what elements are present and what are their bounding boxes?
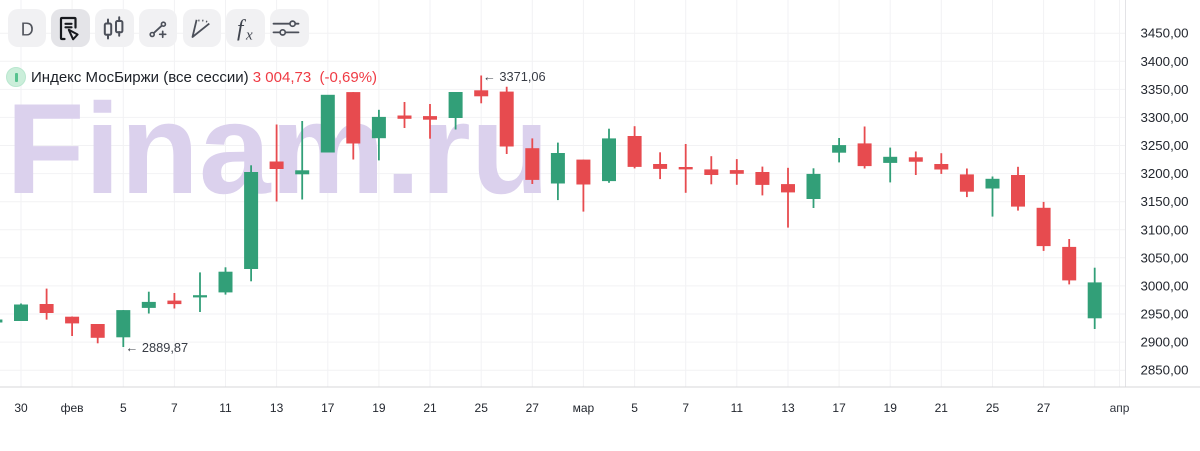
svg-text:3350,00: 3350,00 bbox=[1141, 82, 1189, 97]
svg-text:11: 11 bbox=[219, 401, 232, 415]
svg-text:7: 7 bbox=[682, 401, 689, 415]
svg-text:3300,00: 3300,00 bbox=[1141, 110, 1189, 125]
svg-text:11: 11 bbox=[731, 401, 744, 415]
svg-text:x: x bbox=[245, 27, 253, 43]
svg-text:2950,00: 2950,00 bbox=[1141, 307, 1189, 322]
svg-text:13: 13 bbox=[781, 401, 795, 415]
svg-text:27: 27 bbox=[526, 401, 540, 415]
svg-text:19: 19 bbox=[884, 401, 898, 415]
svg-text:25: 25 bbox=[475, 401, 489, 415]
svg-text:30: 30 bbox=[14, 401, 28, 415]
svg-text:мар: мар bbox=[573, 401, 595, 415]
svg-text:фев: фев bbox=[61, 401, 84, 415]
svg-text:2900,00: 2900,00 bbox=[1141, 335, 1189, 350]
svg-text:3200,00: 3200,00 bbox=[1141, 166, 1189, 181]
svg-text:13: 13 bbox=[270, 401, 284, 415]
svg-text:25: 25 bbox=[986, 401, 1000, 415]
svg-text:D: D bbox=[20, 19, 33, 39]
svg-text:5: 5 bbox=[120, 401, 127, 415]
svg-text:5: 5 bbox=[631, 401, 638, 415]
svg-text:3250,00: 3250,00 bbox=[1141, 138, 1189, 153]
svg-text:21: 21 bbox=[423, 401, 437, 415]
svg-text:2850,00: 2850,00 bbox=[1141, 363, 1189, 378]
svg-text:3000,00: 3000,00 bbox=[1141, 278, 1189, 293]
svg-text:19: 19 bbox=[372, 401, 386, 415]
svg-text:3050,00: 3050,00 bbox=[1141, 250, 1189, 265]
svg-text:27: 27 bbox=[1037, 401, 1051, 415]
svg-text:3450,00: 3450,00 bbox=[1141, 26, 1189, 41]
svg-text:17: 17 bbox=[832, 401, 846, 415]
svg-text:3100,00: 3100,00 bbox=[1141, 222, 1189, 237]
svg-text:3400,00: 3400,00 bbox=[1141, 54, 1189, 69]
svg-text:апр: апр bbox=[1110, 401, 1130, 415]
svg-text:f: f bbox=[237, 15, 247, 40]
svg-text:3150,00: 3150,00 bbox=[1141, 194, 1189, 209]
svg-text:7: 7 bbox=[171, 401, 178, 415]
svg-text:21: 21 bbox=[935, 401, 949, 415]
svg-text:17: 17 bbox=[321, 401, 335, 415]
